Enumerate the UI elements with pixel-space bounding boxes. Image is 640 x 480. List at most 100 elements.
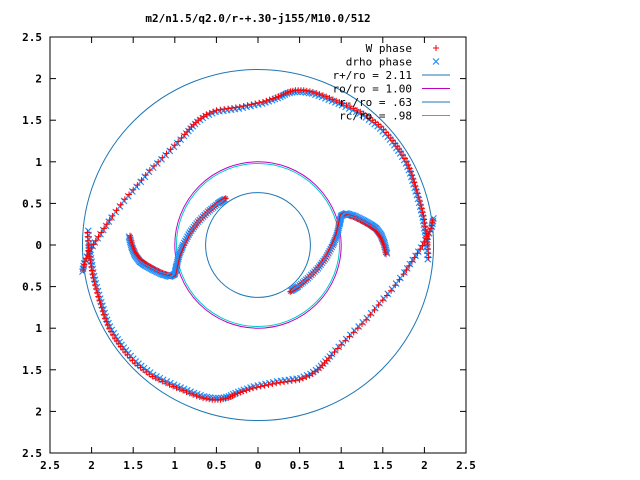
- w-phase-point: [121, 196, 128, 203]
- w-phase-point: [138, 177, 145, 184]
- w-phase-point: [171, 142, 178, 149]
- y-tick-label: 1: [35, 156, 42, 169]
- legend-cross-sample: [432, 58, 440, 65]
- w-phase-point: [261, 382, 268, 389]
- w-phase-point: [400, 152, 407, 159]
- w-phase-point: [109, 212, 116, 219]
- w-phase-point: [142, 172, 149, 179]
- w-phase-point: [342, 337, 349, 344]
- w-phase-point: [88, 263, 95, 270]
- w-phase-point: [366, 114, 373, 121]
- w-phase-point: [146, 371, 153, 378]
- w-phase-point: [383, 292, 390, 299]
- w-phase-point: [392, 282, 399, 289]
- w-phase-point: [396, 276, 403, 283]
- w-phase-point: [232, 104, 239, 111]
- w-phase-point: [90, 241, 97, 248]
- w-phase-point: [80, 266, 87, 273]
- w-phase-point: [413, 186, 420, 193]
- w-phase-point: [213, 107, 220, 114]
- w-phase-point: [240, 103, 247, 110]
- w-phase-point: [303, 374, 310, 381]
- y-tick-label: 1.5: [22, 364, 42, 377]
- w-phase-point: [408, 168, 415, 175]
- w-phase-point: [231, 391, 238, 398]
- w-phase-point: [309, 88, 316, 95]
- w-phase-point: [244, 102, 251, 109]
- reference-circle: [175, 162, 341, 328]
- w-phase-point: [190, 391, 197, 398]
- w-phase-point: [350, 329, 357, 336]
- w-phase-point: [272, 94, 279, 101]
- w-phase-point: [331, 349, 338, 356]
- w-phase-point: [292, 377, 299, 384]
- x-tick-label: 2: [421, 459, 428, 472]
- w-phase-point: [401, 155, 408, 162]
- w-phase-point: [178, 134, 185, 141]
- w-phase-point: [429, 219, 436, 226]
- w-phase-point: [170, 383, 177, 390]
- w-phase-point: [155, 376, 162, 383]
- w-phase-point: [151, 162, 157, 169]
- y-tick-label: 1: [35, 322, 42, 335]
- reference-circle: [174, 161, 342, 329]
- w-phase-point: [406, 262, 413, 269]
- x-tick-label: 1.5: [373, 459, 393, 472]
- x-tick-label: 2: [88, 459, 95, 472]
- w-phase-point: [221, 106, 228, 113]
- w-phase-point: [429, 217, 436, 224]
- w-phase-point: [369, 117, 376, 124]
- w-phase-point: [334, 345, 341, 352]
- w-phase-point: [405, 162, 412, 169]
- w-phase-point: [206, 109, 213, 116]
- w-phase-point: [101, 315, 108, 322]
- w-phase-point: [422, 227, 429, 234]
- w-phase-point: [83, 255, 90, 262]
- w-phase-point: [256, 99, 263, 106]
- w-phase-point: [406, 165, 413, 172]
- legend-label: r+/ro = 2.11: [333, 69, 412, 82]
- w-phase-point: [87, 260, 94, 267]
- w-phase-point: [414, 190, 421, 197]
- w-phase-point: [417, 246, 424, 253]
- w-phase-point: [414, 250, 421, 257]
- w-phase-point: [333, 97, 340, 104]
- w-phase-point: [152, 375, 159, 382]
- w-phase-point: [196, 393, 203, 400]
- y-tick-label: 0: [35, 239, 42, 252]
- w-phase-point: [113, 207, 120, 214]
- w-phase-point: [269, 95, 276, 102]
- w-phase-point: [346, 333, 353, 340]
- x-tick-label: 0: [255, 459, 262, 472]
- w-phase-point: [163, 150, 170, 157]
- w-phase-point: [96, 297, 103, 304]
- w-phase-point: [237, 389, 244, 396]
- w-phase-point: [287, 288, 294, 295]
- w-phase-point: [403, 158, 410, 165]
- w-phase-point: [99, 308, 106, 315]
- w-phase-point: [421, 220, 428, 227]
- w-phase-point: [134, 182, 141, 189]
- w-phase-point: [415, 194, 422, 201]
- legend-label: W phase: [366, 42, 412, 55]
- w-phase-point: [269, 380, 276, 387]
- w-phase-point: [400, 271, 407, 278]
- legend-label: drho phase: [346, 56, 412, 69]
- w-phase-point: [149, 373, 156, 380]
- w-phase-point: [91, 281, 98, 288]
- w-phase-point: [367, 311, 374, 318]
- w-phase-point: [408, 258, 415, 265]
- y-tick-label: 2.5: [22, 31, 42, 44]
- y-tick-label: 2: [35, 405, 42, 418]
- w-phase-point: [410, 175, 417, 182]
- w-phase-point: [203, 395, 210, 402]
- w-phase-point: [240, 388, 247, 395]
- w-phase-point: [403, 266, 410, 273]
- w-phase-point: [354, 107, 361, 114]
- x-tick-label: 1.5: [123, 459, 143, 472]
- w-phase-point: [186, 390, 193, 397]
- w-phase-point: [222, 195, 229, 202]
- w-phase-point: [86, 250, 93, 257]
- drho-phase-point: [221, 195, 229, 203]
- legend-plus-sample: [433, 45, 439, 51]
